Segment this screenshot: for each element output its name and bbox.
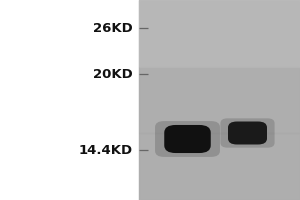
Bar bbox=[139, 0, 300, 200]
Bar bbox=[139, 133, 300, 200]
FancyBboxPatch shape bbox=[220, 118, 274, 148]
FancyBboxPatch shape bbox=[164, 125, 211, 153]
FancyBboxPatch shape bbox=[228, 122, 267, 144]
Text: 26KD: 26KD bbox=[93, 21, 133, 34]
Bar bbox=[139, 67, 300, 133]
Text: 14.4KD: 14.4KD bbox=[79, 144, 133, 156]
FancyBboxPatch shape bbox=[155, 121, 220, 157]
Text: 20KD: 20KD bbox=[93, 68, 133, 80]
Bar bbox=[139, 0, 300, 67]
Bar bbox=[0, 0, 139, 200]
